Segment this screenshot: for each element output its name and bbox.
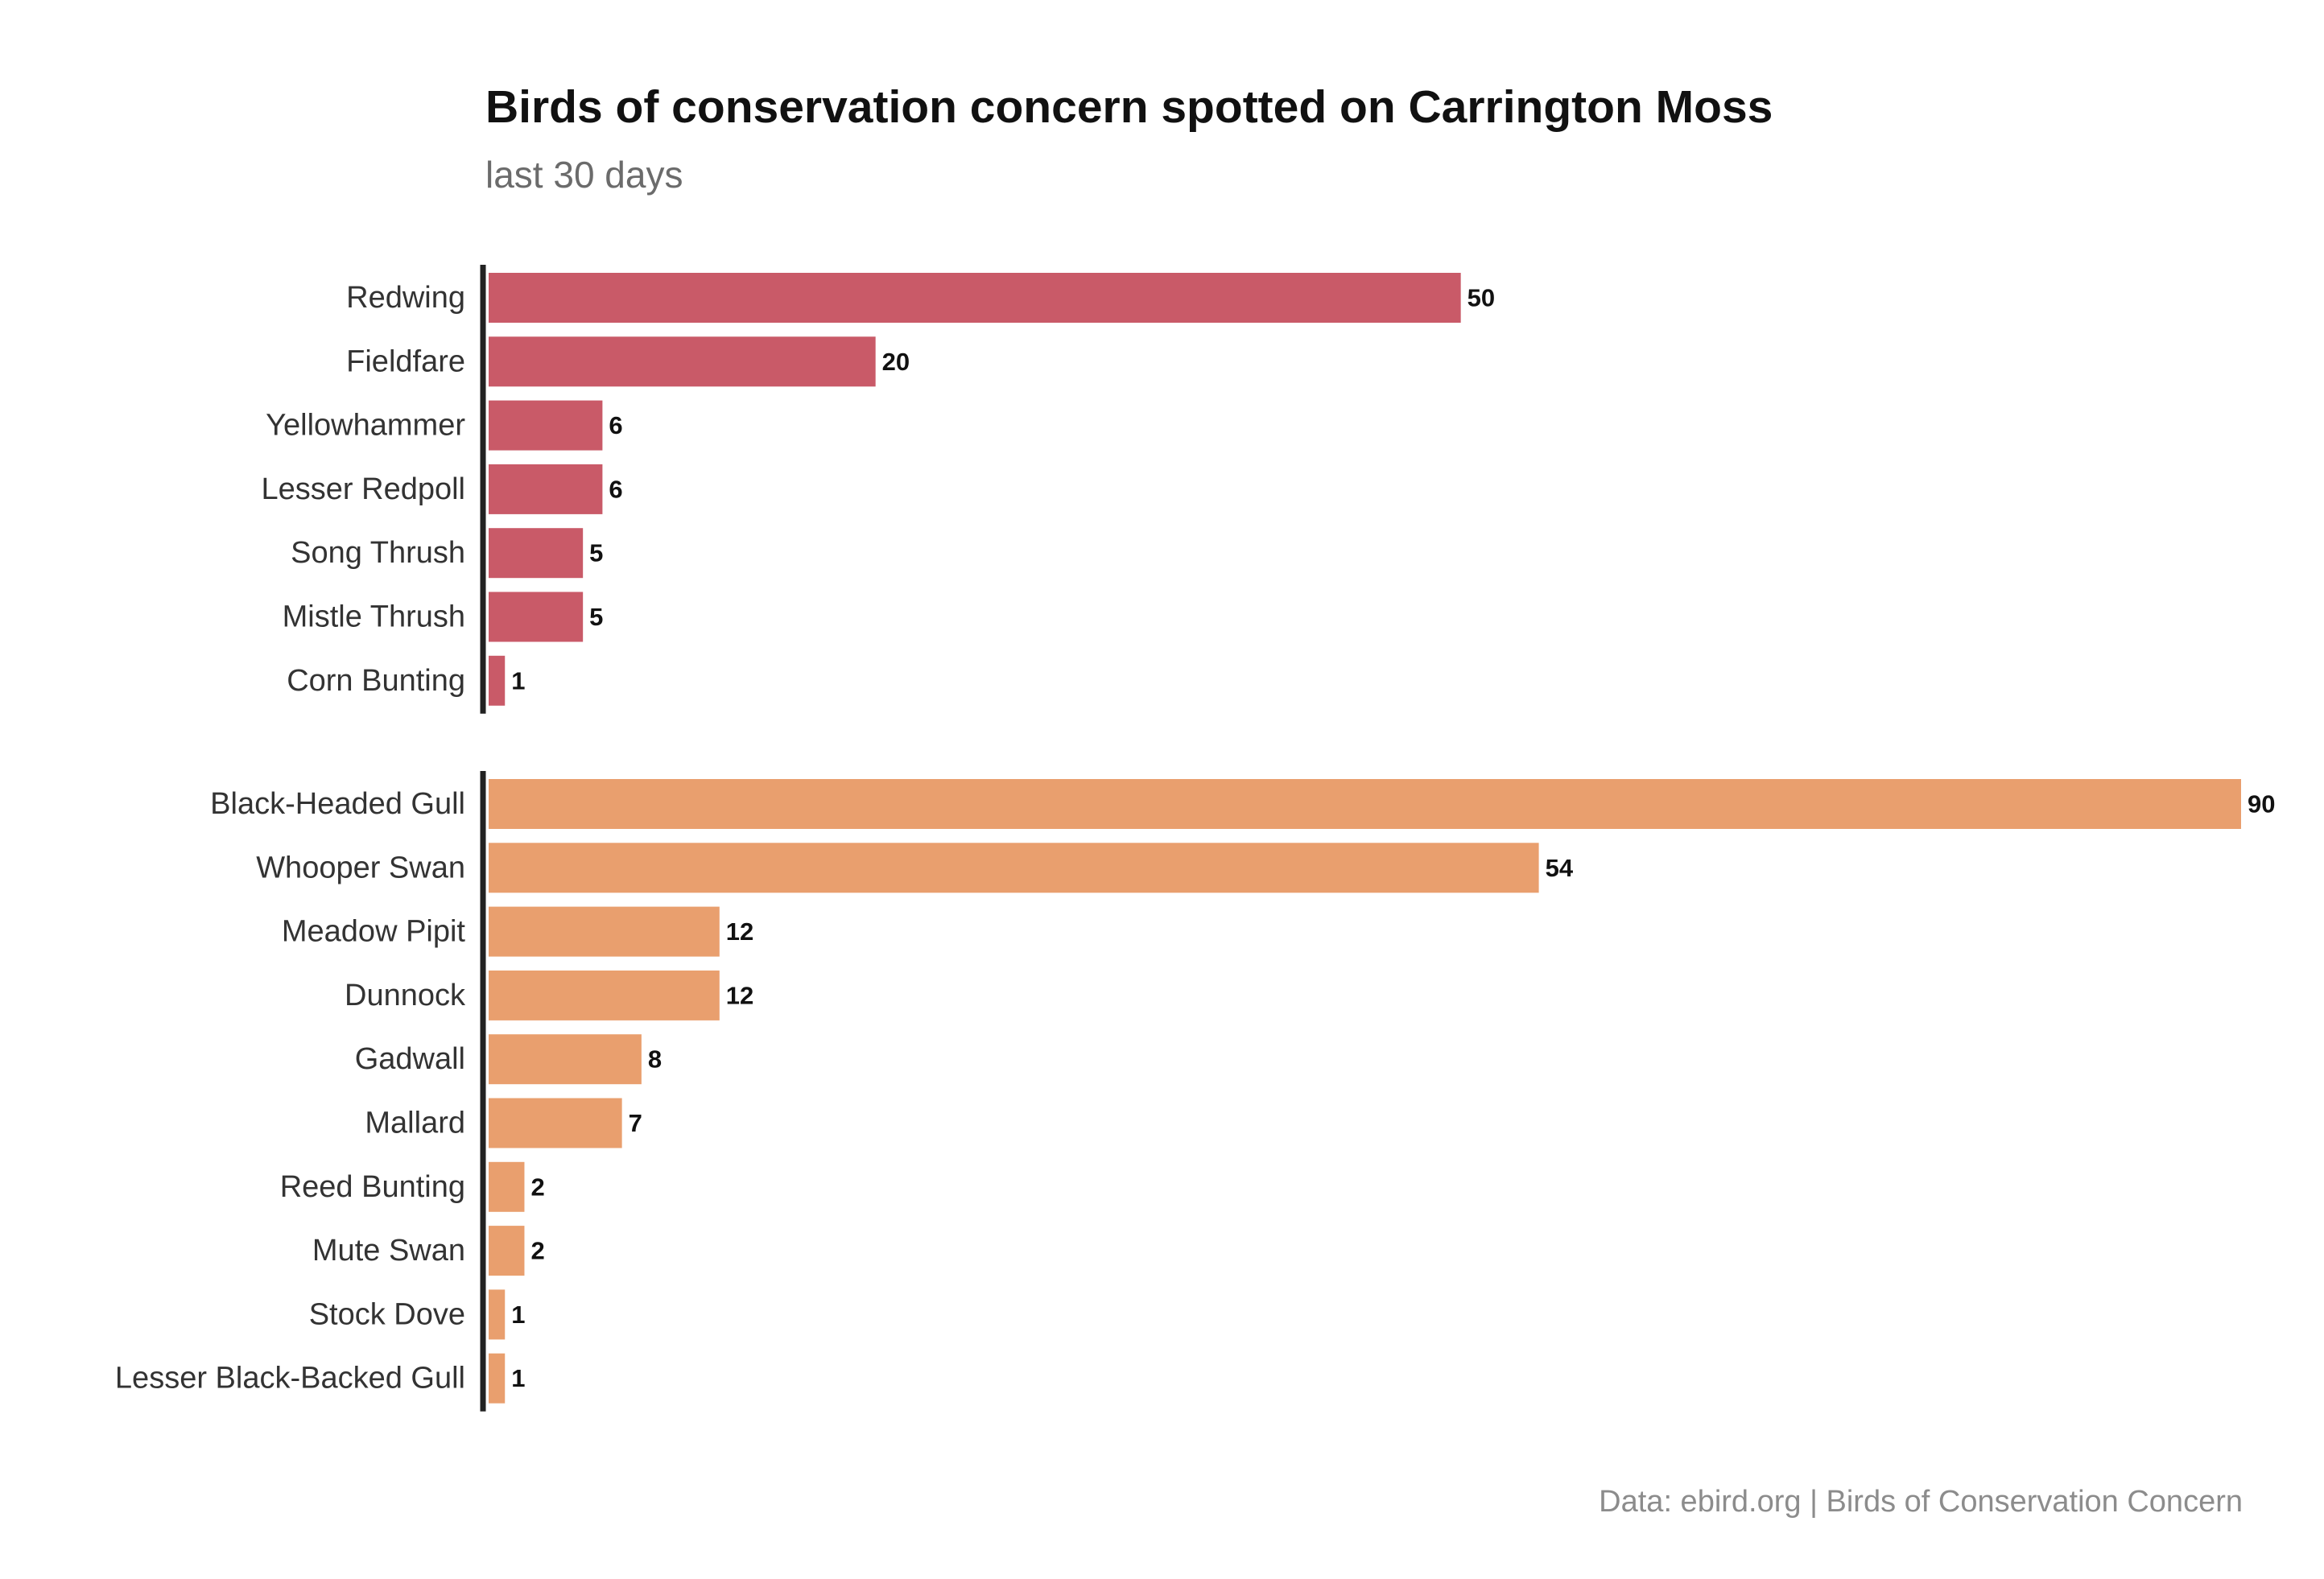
chart-caption: Data: ebird.org | Birds of Conservation … [1599,1485,2243,1519]
category-label: Whooper Swan [256,851,465,884]
category-label: Mute Swan [312,1234,465,1268]
value-label: 5 [589,539,603,567]
category-label: Yellowhammer [266,409,465,443]
bar [489,1226,525,1276]
bar [489,1098,622,1148]
value-label: 20 [882,348,910,376]
bar [489,528,584,579]
bar [489,1353,506,1404]
category-label: Meadow Pipit [282,915,466,949]
category-label: Lesser Redpoll [262,472,465,506]
category-label: Fieldfare [346,344,465,378]
category-label: Redwing [346,281,465,315]
value-label: 6 [609,411,622,439]
bar [489,1161,525,1212]
category-label: Lesser Black-Backed Gull [115,1362,465,1396]
bar [489,655,506,706]
category-label: Mistle Thrush [283,600,465,634]
category-label: Stock Dove [309,1297,465,1331]
value-label: 12 [726,981,753,1009]
value-label: 1 [511,1364,525,1392]
bar [489,592,584,642]
value-label: 7 [629,1109,642,1137]
category-label: Gadwall [355,1042,465,1076]
value-label: 1 [511,666,525,695]
value-label: 8 [648,1045,662,1074]
category-label: Reed Bunting [280,1170,465,1204]
value-label: 50 [1467,284,1495,312]
category-label: Dunnock [345,979,466,1012]
category-label: Song Thrush [291,536,465,570]
value-label: 1 [511,1301,525,1329]
category-label: Mallard [365,1107,465,1140]
bar [489,400,603,451]
bar [489,273,1461,323]
category-label: Corn Bunting [287,664,465,698]
value-label: 54 [1546,854,1574,882]
bar [489,906,720,957]
value-label: 2 [530,1173,544,1201]
bar [489,843,1539,893]
chart-title: Birds of conservation concern spotted on… [485,81,1773,133]
bar [489,464,603,514]
bar [489,970,720,1020]
bar [489,1034,642,1085]
bar [489,336,876,387]
value-label: 12 [726,917,753,946]
chart-subtitle: last 30 days [485,154,683,196]
value-label: 6 [609,475,622,503]
value-label: 5 [589,603,603,631]
value-label: 90 [2248,790,2275,818]
category-label: Black-Headed Gull [210,787,465,821]
value-label: 2 [530,1237,544,1265]
bar [489,779,2241,829]
bar [489,1289,506,1340]
